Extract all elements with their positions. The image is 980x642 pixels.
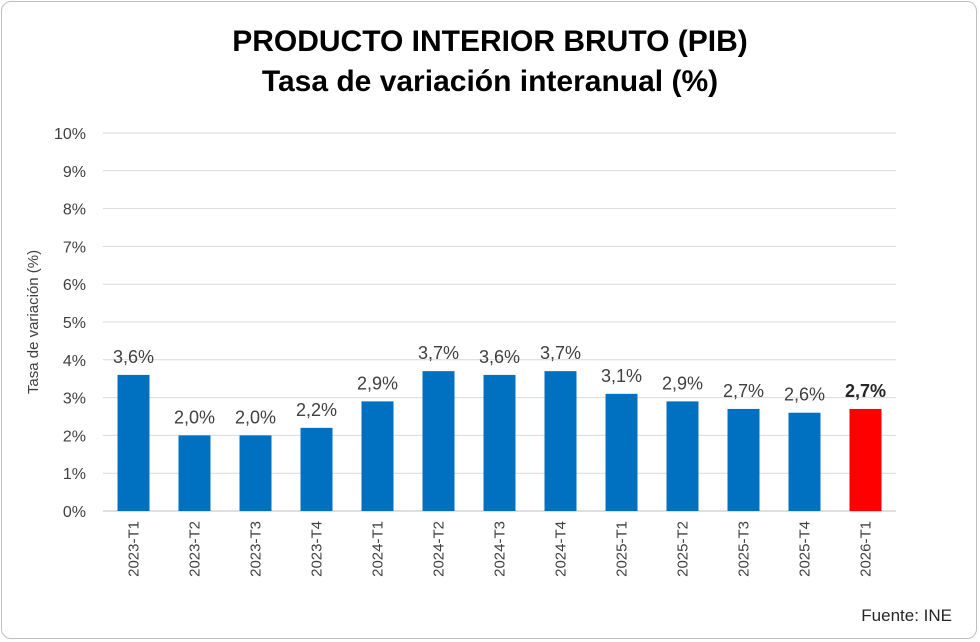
data-label: 3,1% bbox=[601, 366, 642, 386]
chart-title-block: PRODUCTO INTERIOR BRUTO (PIB) Tasa de va… bbox=[0, 22, 980, 102]
bar bbox=[117, 374, 150, 511]
data-label: 2,2% bbox=[296, 400, 337, 420]
x-tick-label: 2023-T3 bbox=[248, 521, 265, 577]
data-label: 2,7% bbox=[845, 381, 886, 401]
x-tick-label: 2025-T2 bbox=[675, 521, 692, 577]
bar bbox=[361, 401, 394, 511]
data-label: 2,0% bbox=[235, 407, 276, 427]
bar bbox=[483, 374, 516, 511]
y-tick-label: 0% bbox=[63, 504, 86, 521]
bar bbox=[605, 393, 638, 511]
data-label: 3,7% bbox=[540, 343, 581, 363]
bar bbox=[666, 401, 699, 511]
x-tick-label: 2024-T1 bbox=[370, 521, 387, 577]
x-tick-label: 2025-T4 bbox=[797, 521, 814, 577]
data-label: 2,0% bbox=[174, 407, 215, 427]
x-tick-label: 2026-T1 bbox=[858, 521, 875, 577]
y-tick-label: 7% bbox=[63, 239, 86, 256]
bar bbox=[178, 435, 211, 511]
bar bbox=[849, 408, 882, 511]
y-tick-label: 8% bbox=[63, 202, 86, 219]
data-label: 3,6% bbox=[479, 347, 520, 367]
data-label: 2,7% bbox=[723, 381, 764, 401]
data-label: 3,7% bbox=[418, 343, 459, 363]
chart-subtitle: Tasa de variación interanual (%) bbox=[261, 65, 719, 98]
y-tick-label: 4% bbox=[63, 353, 86, 370]
y-tick-label: 1% bbox=[63, 466, 86, 483]
bar bbox=[544, 371, 577, 511]
source-note: Fuente: INE bbox=[861, 606, 952, 625]
data-label: 2,6% bbox=[784, 385, 825, 405]
x-tick-label: 2024-T4 bbox=[553, 521, 570, 577]
bar bbox=[422, 371, 455, 511]
bar bbox=[300, 427, 333, 511]
x-tick-label: 2024-T2 bbox=[431, 521, 448, 577]
bar bbox=[239, 435, 272, 511]
x-tick-label: 2024-T3 bbox=[492, 521, 509, 577]
y-tick-label: 10% bbox=[54, 126, 86, 143]
y-tick-label: 6% bbox=[63, 277, 86, 294]
chart-title: PRODUCTO INTERIOR BRUTO (PIB) bbox=[232, 25, 748, 58]
x-tick-label: 2025-T1 bbox=[614, 521, 631, 577]
data-label: 2,9% bbox=[357, 373, 398, 393]
y-tick-label: 3% bbox=[63, 391, 86, 408]
x-tick-label: 2023-T2 bbox=[187, 521, 204, 577]
bar bbox=[788, 412, 821, 511]
y-axis-label: Tasa de variación (%) bbox=[25, 250, 42, 394]
data-label: 3,6% bbox=[113, 347, 154, 367]
bar bbox=[727, 408, 760, 511]
data-label: 2,9% bbox=[662, 373, 703, 393]
y-tick-label: 2% bbox=[63, 428, 86, 445]
x-tick-label: 2025-T3 bbox=[736, 521, 753, 577]
y-tick-label: 9% bbox=[63, 164, 86, 181]
x-tick-label: 2023-T1 bbox=[126, 521, 143, 577]
x-tick-label: 2023-T4 bbox=[309, 521, 326, 577]
y-tick-label: 5% bbox=[63, 315, 86, 332]
